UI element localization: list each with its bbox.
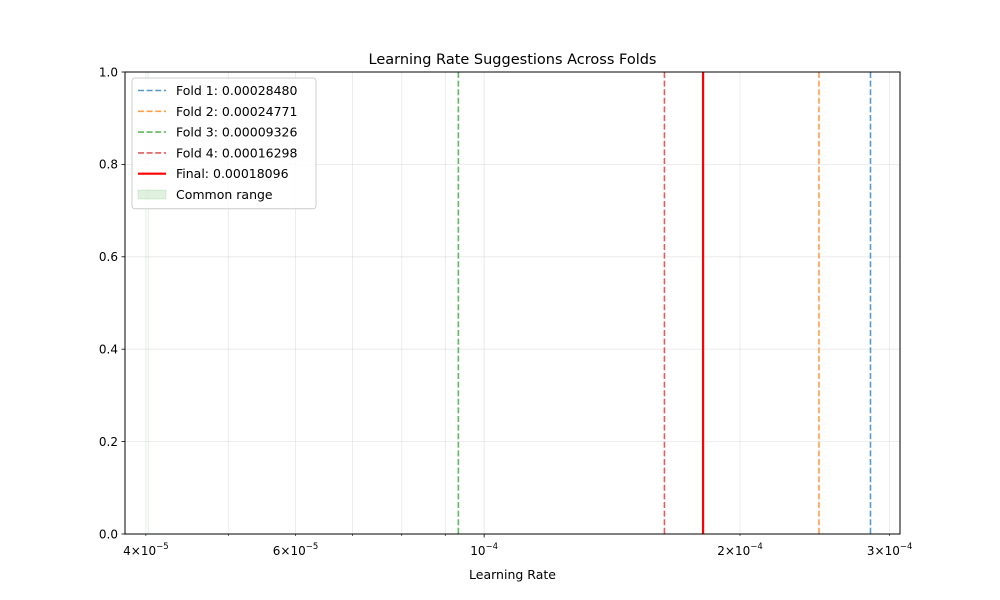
y-tick-label: 0.8 [99,158,118,172]
y-tick-label: 0.0 [99,527,118,541]
legend-label: Final: 0.00018096 [176,166,289,181]
plot-frame [124,71,901,535]
x-tick-label: 10−4 [470,542,498,558]
ticks: 0.0 0.2 0.4 0.6 0.8 1.0 10−4 4×10−5 6×10−5 2×10−4… [99,65,913,558]
legend-label: Fold 3: 0.00009326 [176,125,298,140]
common-range-area [147,72,149,534]
legend-box [131,77,317,210]
x-axis-label: Learning Rate [469,567,556,582]
x-tick-label: 6×10−5 [273,542,319,558]
x-tick-label: 2×10−4 [717,542,763,558]
x-tick-label: 4×10−5 [123,542,169,558]
y-tick-label: 0.4 [99,343,118,357]
y-tick-label: 0.2 [99,435,118,449]
legend-label: Fold 1: 0.00028480 [176,83,298,98]
series-lines [457,72,872,534]
x-tick-label: 3×10−4 [867,542,913,558]
legend-label: Fold 2: 0.00024771 [176,104,297,119]
y-tick-label: 0.6 [99,250,118,264]
chart-title: Learning Rate Suggestions Across Folds [369,52,657,68]
y-tick-label: 1.0 [99,65,118,79]
legend-swatch-common-range [137,189,167,200]
legend-label: Common range [176,187,273,202]
legend-label: Fold 4: 0.00016298 [176,145,298,160]
legend: Fold 1: 0.00028480 Fold 2: 0.00024771 Fold… [131,77,317,210]
common-range-band [147,72,149,534]
